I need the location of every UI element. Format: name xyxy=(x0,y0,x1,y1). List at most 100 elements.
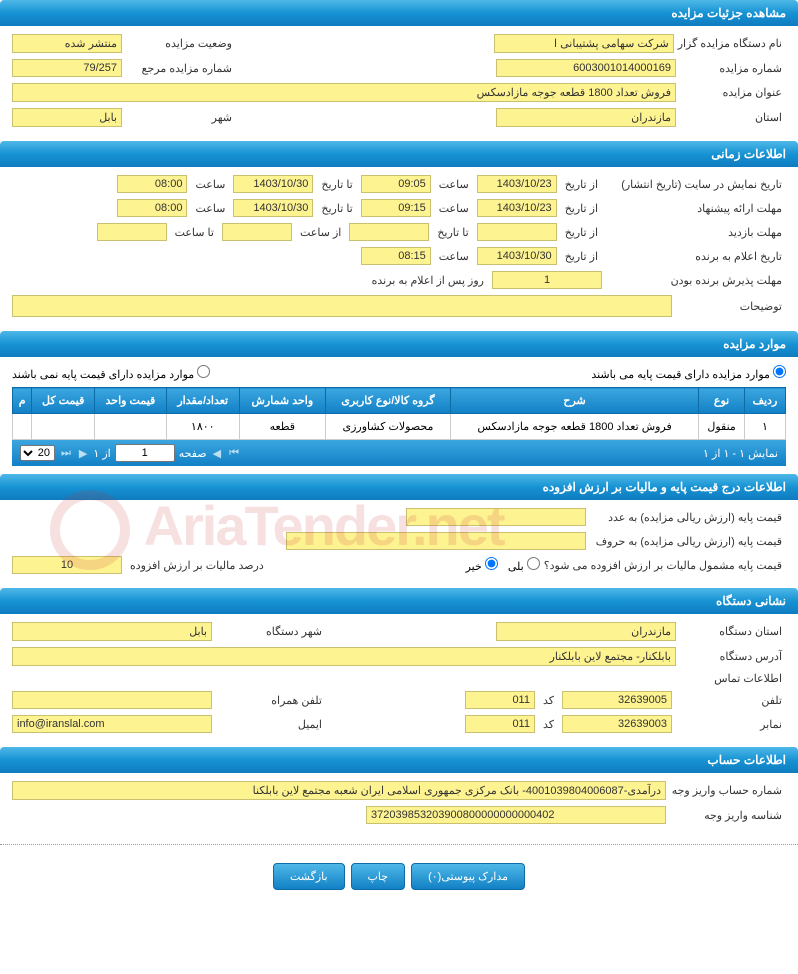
radio-vat-no[interactable]: خیر xyxy=(466,557,498,573)
cell-qty: ۱۸۰۰ xyxy=(166,414,239,440)
label-accept: مهلت پذیرش برنده بودن xyxy=(606,274,786,287)
label-province: استان xyxy=(676,111,786,124)
items-table: ردیف نوع شرح گروه کالا/نوع کاربری واحد ش… xyxy=(12,387,786,440)
field-city: بابل xyxy=(12,108,122,127)
field-org: شرکت سهامی پشتیبانی ا xyxy=(494,34,674,53)
field-offer-from-date: 1403/10/23 xyxy=(477,199,557,217)
pager-page-input[interactable] xyxy=(115,444,175,462)
label-base-text: قیمت پایه (ارزش ریالی مزایده) به حروف xyxy=(586,535,786,548)
label-publish: تاریخ نمایش در سایت (تاریخ انتشار) xyxy=(606,178,786,191)
field-fax-code: 011 xyxy=(465,715,535,733)
section-header-time: اطلاعات زمانی xyxy=(0,141,798,167)
pager-first-icon[interactable]: ⏮ xyxy=(227,447,241,460)
radio-vat-no-input[interactable] xyxy=(485,557,498,570)
pager-last-icon[interactable]: ⏭ xyxy=(59,447,73,460)
field-accept: 1 xyxy=(492,271,602,289)
field-org-province: مازندران xyxy=(496,622,676,641)
cell-unitprice xyxy=(95,414,167,440)
cell-type: منقول xyxy=(699,414,745,440)
label-city: شهر xyxy=(126,111,236,124)
field-vat-pct: 10 xyxy=(12,556,122,574)
section-body-price: قیمت پایه (ارزش ریالی مزایده) به عدد قیم… xyxy=(0,500,798,588)
field-phone-code: 011 xyxy=(465,691,535,709)
label-vat-q: قیمت پایه مشمول مالیات بر ارزش افزوده می… xyxy=(540,559,786,572)
col-total: قیمت کل xyxy=(32,388,95,414)
field-announce-date: 1403/10/30 xyxy=(477,247,557,265)
section-header-details: مشاهده جزئیات مزایده xyxy=(0,0,798,26)
radio-has-label: موارد مزایده دارای قیمت پایه می باشند xyxy=(591,369,770,381)
label-hour1b: ساعت xyxy=(191,178,229,191)
cell-group: محصولات کشاورزی xyxy=(325,414,450,440)
attachments-button[interactable]: مدارک پیوستی(۰) xyxy=(411,863,525,890)
section-body-time: تاریخ نمایش در سایت (تاریخ انتشار) از تا… xyxy=(0,167,798,331)
label-hour4: ساعت xyxy=(435,250,473,263)
label-from1: از تاریخ xyxy=(561,178,602,191)
label-org: نام دستگاه مزایده گزار xyxy=(674,37,786,50)
field-offer-to-hour: 08:00 xyxy=(117,199,187,217)
field-acct-id: 372039853203900800000000000402 xyxy=(366,806,666,824)
field-title: فروش تعداد 1800 قطعه جوجه مازادسکس xyxy=(12,83,676,102)
radio-vat-yes-input[interactable] xyxy=(527,557,540,570)
col-unit: واحد شمارش xyxy=(239,388,325,414)
col-qty: تعداد/مقدار xyxy=(166,388,239,414)
back-button[interactable]: بازگشت xyxy=(273,863,345,890)
radio-has-base[interactable]: موارد مزایده دارای قیمت پایه می باشند xyxy=(591,365,786,381)
section-body-details: نام دستگاه مزایده گزار شرکت سهامی پشتیبا… xyxy=(0,26,798,141)
table-row[interactable]: ۱ منقول فروش تعداد 1800 قطعه جوجه مازادس… xyxy=(13,414,786,440)
pager-next-icon[interactable]: ▶ xyxy=(77,447,89,460)
col-extra: م xyxy=(13,388,32,414)
col-unitprice: قیمت واحد xyxy=(95,388,167,414)
field-publish-to-date: 1403/10/30 xyxy=(233,175,313,193)
field-status: منتشر شده xyxy=(12,34,122,53)
field-phone: 32639005 xyxy=(562,691,672,709)
section-header-items: موارد مزایده xyxy=(0,331,798,357)
label-ref: شماره مزایده مرجع xyxy=(126,62,236,75)
label-phone-code: کد xyxy=(539,694,558,707)
field-publish-from-hour: 09:05 xyxy=(361,175,431,193)
pager-showing: نمایش ۱ - ۱ از ۱ xyxy=(703,447,778,460)
cell-desc: فروش تعداد 1800 قطعه جوجه مازادسکس xyxy=(450,414,698,440)
field-org-address: بابلکنار- مجتمع لاین بابلکنار xyxy=(12,647,676,666)
radio-hasnot-base-input[interactable] xyxy=(197,365,210,378)
field-visit-to-hour xyxy=(97,223,167,241)
section-body-items: موارد مزایده دارای قیمت پایه می باشند مو… xyxy=(0,357,798,474)
field-email: info@iranslal.com xyxy=(12,715,212,733)
field-ref: 79/257 xyxy=(12,59,122,77)
field-announce-hour: 08:15 xyxy=(361,247,431,265)
radio-hasnot-base[interactable]: موارد مزایده دارای قیمت پایه نمی باشند xyxy=(12,365,210,381)
label-vat-pct: درصد مالیات بر ارزش افزوده xyxy=(126,559,268,572)
field-publish-to-hour: 08:00 xyxy=(117,175,187,193)
field-offer-to-date: 1403/10/30 xyxy=(233,199,313,217)
label-org-address: آدرس دستگاه xyxy=(676,650,786,663)
radio-vat-yes[interactable]: بلی xyxy=(508,557,540,573)
pager-size-select[interactable]: 20 xyxy=(20,445,55,461)
label-announce: تاریخ اعلام به برنده xyxy=(606,250,786,263)
field-visit-to-date xyxy=(349,223,429,241)
field-offer-from-hour: 09:15 xyxy=(361,199,431,217)
radio-has-base-input[interactable] xyxy=(773,365,786,378)
pager-prev-icon[interactable]: ◀ xyxy=(211,447,223,460)
section-body-account: شماره حساب واریز وجه درآمدی-400103980400… xyxy=(0,773,798,838)
pager-of: از ۱ xyxy=(93,447,110,460)
label-title: عنوان مزایده xyxy=(676,86,786,99)
label-offer: مهلت ارائه پیشنهاد xyxy=(606,202,786,215)
col-row: ردیف xyxy=(744,388,785,414)
label-contact: اطلاعات تماس xyxy=(676,672,786,685)
section-header-price: اطلاعات درج قیمت پایه و مالیات بر ارزش ا… xyxy=(0,474,798,500)
field-province: مازندران xyxy=(496,108,676,127)
radio-vat-yes-label: بلی xyxy=(508,561,524,573)
label-to2: تا تاریخ xyxy=(317,202,356,215)
label-from3: از تاریخ xyxy=(561,226,602,239)
label-org-city: شهر دستگاه xyxy=(216,625,326,638)
label-number: شماره مزایده xyxy=(676,62,786,75)
print-button[interactable]: چاپ xyxy=(351,863,406,890)
radio-vat-no-label: خیر xyxy=(466,561,482,573)
field-number: 6003001014000169 xyxy=(496,59,676,77)
label-fax: نمابر xyxy=(676,718,786,731)
label-desc: توضیحات xyxy=(676,300,786,313)
label-fax-code: کد xyxy=(539,718,558,731)
divider xyxy=(0,844,798,845)
col-desc: شرح xyxy=(450,388,698,414)
label-to1: تا تاریخ xyxy=(317,178,356,191)
label-to3: تا تاریخ xyxy=(433,226,472,239)
